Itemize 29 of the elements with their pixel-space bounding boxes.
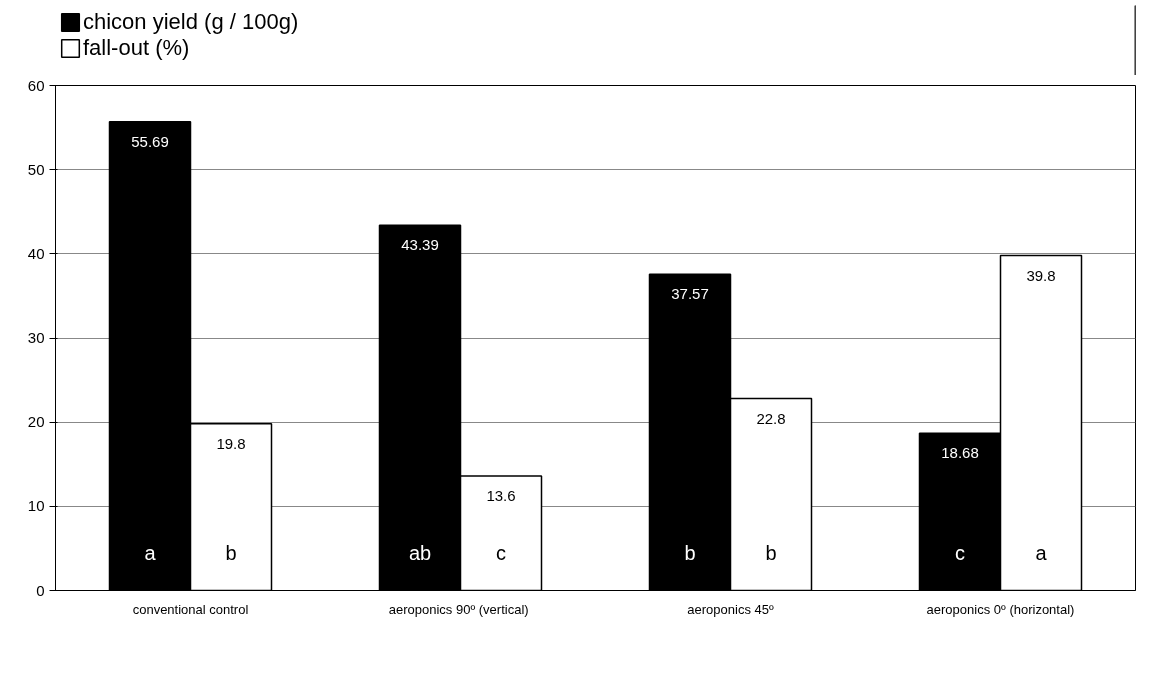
y-tick-label: 0 xyxy=(36,581,45,599)
data-label: 55.69 xyxy=(131,132,169,150)
y-tick-label: 20 xyxy=(27,413,45,431)
legend-label: fall-out (%) xyxy=(83,35,190,61)
data-label: 22.8 xyxy=(756,409,786,427)
y-tick-label: 50 xyxy=(27,160,45,178)
x-tick-label: aeroponics 45º xyxy=(687,601,774,617)
data-label: 43.39 xyxy=(401,236,439,254)
annotation: a xyxy=(1035,541,1048,564)
x-tick-label: conventional control xyxy=(132,601,249,617)
annotation: b xyxy=(765,541,777,564)
annotation: c xyxy=(496,541,506,564)
y-tick-label: 30 xyxy=(27,329,45,346)
annotation: c xyxy=(955,541,965,564)
annotation: b xyxy=(225,541,237,564)
annotation: b xyxy=(684,541,696,564)
data-label: 18.68 xyxy=(941,444,979,462)
annotation: ab xyxy=(408,541,432,564)
x-tick-label: aeroponics 90º (vertical) xyxy=(388,601,529,617)
y-tick-label: 10 xyxy=(27,497,45,515)
data-label: 37.57 xyxy=(671,285,709,303)
y-tick-label: 60 xyxy=(27,76,45,94)
y-tick-label: 40 xyxy=(27,244,45,262)
data-label: 19.8 xyxy=(216,435,246,452)
data-label: 13.6 xyxy=(486,487,516,505)
x-tick-label: aeroponics 0º (horizontal) xyxy=(926,601,1075,617)
data-label: 39.8 xyxy=(1026,266,1056,284)
legend-label: chicon yield (g / 100g) xyxy=(83,9,299,35)
annotation: a xyxy=(144,541,157,564)
